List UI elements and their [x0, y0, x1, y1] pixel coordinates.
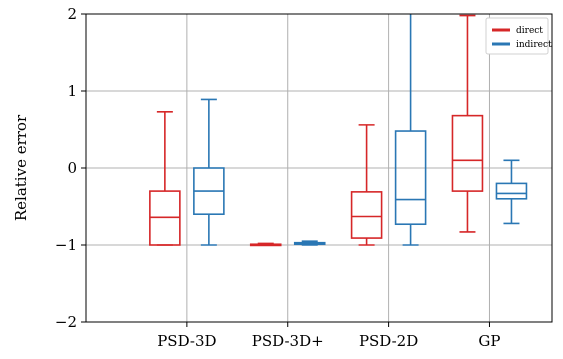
box-direct-psd-3d+	[249, 242, 282, 247]
axis-ticks: 2 1 0 −1 −2 PSD-3D PSD-3D+ PSD-2D GP	[55, 5, 501, 350]
box-iqr	[394, 130, 427, 226]
box-iqr	[350, 191, 383, 239]
box-iqr	[495, 182, 528, 200]
box-direct-psd-3d	[149, 110, 181, 246]
box-indirect-psd-3d	[193, 98, 225, 246]
box-direct-psd-2d	[350, 124, 383, 246]
y-tick-label: 0	[67, 159, 77, 177]
box-iqr	[451, 114, 484, 192]
box-direct-gp	[451, 14, 484, 233]
x-tick-label: GP	[478, 332, 500, 350]
x-tick-label: PSD-3D	[157, 332, 216, 350]
y-tick-label: −2	[55, 313, 77, 331]
box-indirect-psd-3d+	[293, 240, 326, 246]
box-indirect-gp	[495, 159, 528, 225]
data-layer	[149, 14, 528, 247]
y-tick-label: 1	[67, 82, 77, 100]
y-tick-label: 2	[67, 5, 77, 23]
box-indirect-psd-2d	[394, 14, 427, 246]
x-tick-label: PSD-3D+	[252, 332, 324, 350]
x-tick-label: PSD-2D	[359, 332, 418, 350]
legend: direct indirect	[485, 17, 552, 55]
y-axis-title: Relative error	[12, 114, 30, 221]
legend-label-indirect: indirect	[516, 40, 552, 50]
y-tick-label: −1	[55, 236, 77, 254]
legend-label-direct: direct	[516, 26, 543, 36]
